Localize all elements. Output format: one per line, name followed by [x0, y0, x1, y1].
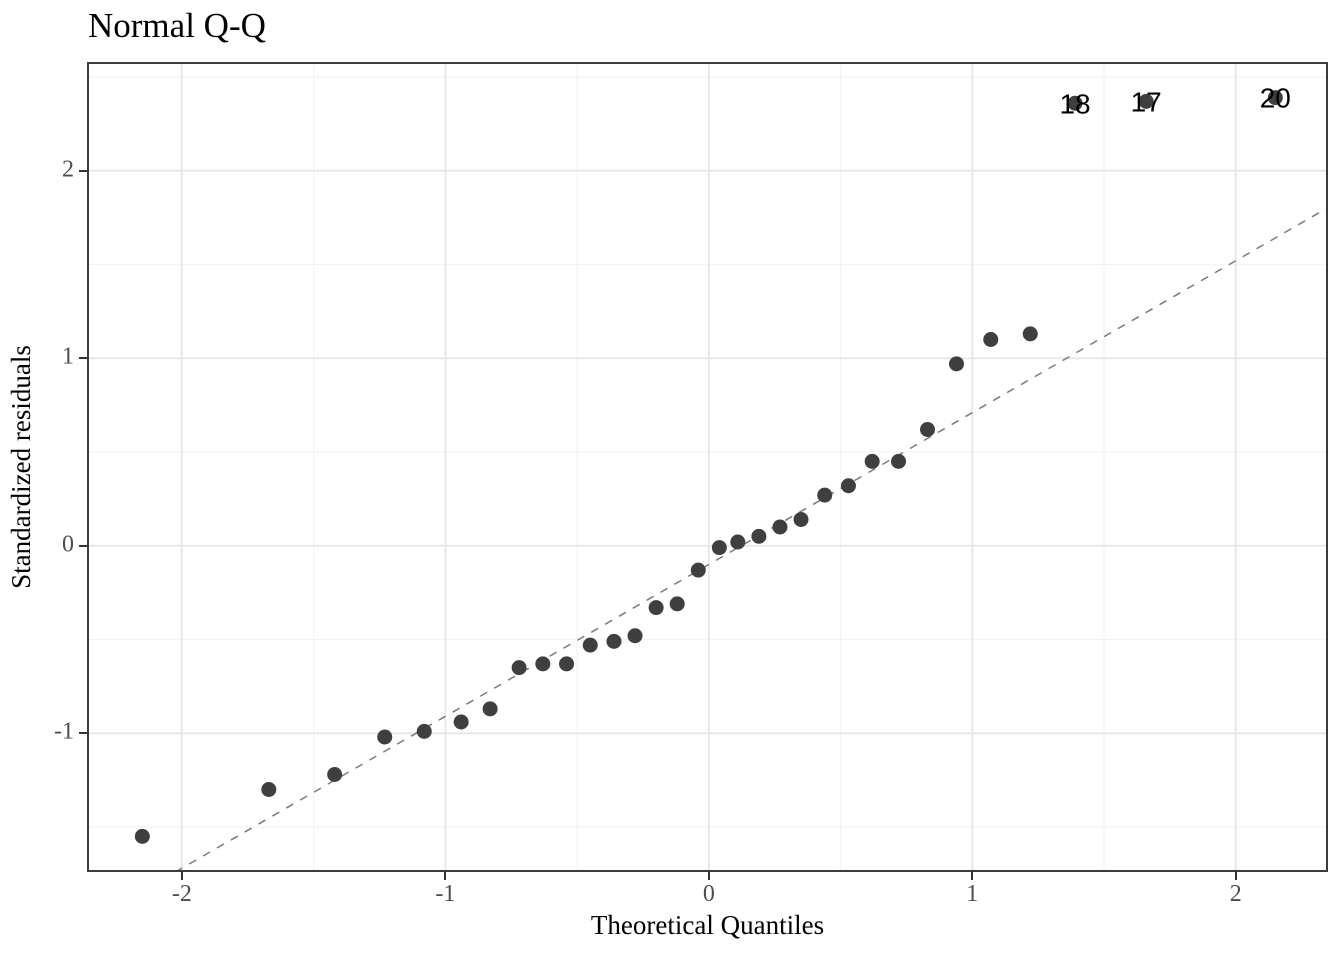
data-point — [817, 487, 833, 503]
data-point — [669, 596, 685, 612]
data-point — [793, 512, 809, 527]
data-point — [606, 633, 622, 649]
x-tick-mark — [707, 872, 710, 880]
data-point — [1022, 326, 1038, 342]
outlier-point — [1138, 93, 1154, 109]
data-point — [772, 519, 788, 535]
data-point — [327, 767, 343, 782]
data-point — [482, 701, 498, 717]
y-tick-mark — [79, 357, 87, 360]
chart-title: Normal Q-Q — [88, 6, 266, 45]
x-tick-label: -1 — [435, 881, 456, 907]
x-axis-label: Theoretical Quantiles — [590, 910, 825, 940]
y-axis-label: Standardized residuals — [6, 345, 36, 589]
data-point — [948, 356, 964, 372]
x-tick-label: 0 — [702, 881, 715, 907]
data-point — [582, 637, 598, 653]
x-tick-mark — [1234, 872, 1237, 880]
data-point — [891, 453, 907, 469]
data-point — [751, 528, 767, 544]
data-point — [730, 534, 746, 550]
data-point — [864, 453, 880, 469]
outlier-label: 17 — [1131, 86, 1162, 117]
data-point — [416, 723, 432, 739]
data-point — [840, 478, 856, 494]
outlier-label: 20 — [1260, 83, 1291, 114]
data-point — [134, 828, 150, 844]
data-point — [920, 422, 936, 437]
data-point — [559, 656, 575, 672]
plot-canvas: 18 17 20 — [87, 62, 1328, 872]
data-point — [711, 540, 727, 556]
x-tick-label: 1 — [966, 881, 979, 907]
plot-panel: 18 17 20 — [87, 62, 1328, 872]
data-point — [690, 562, 706, 578]
y-tick-label: -1 — [54, 718, 74, 745]
data-point — [535, 656, 551, 672]
y-tick-label: 2 — [62, 156, 74, 183]
x-tick-label: -2 — [171, 881, 192, 907]
data-point — [627, 628, 643, 644]
data-point — [377, 729, 393, 745]
data-point — [983, 332, 999, 347]
data-point — [511, 660, 527, 676]
qq-reference-line — [174, 206, 1328, 872]
data-point — [453, 714, 469, 730]
y-tick-mark — [79, 169, 87, 172]
y-tick-mark — [79, 544, 87, 547]
x-tick-label: 2 — [1229, 881, 1242, 907]
data-point — [648, 600, 664, 616]
data-point — [261, 782, 277, 797]
outlier-label: 18 — [1059, 88, 1090, 119]
outlier-point — [1067, 95, 1083, 111]
x-tick-mark — [180, 872, 183, 880]
outlier-point — [1267, 90, 1283, 106]
panel-border — [87, 62, 1328, 872]
y-tick-label: 0 — [62, 531, 74, 558]
x-tick-mark — [971, 872, 974, 880]
y-tick-label: 1 — [62, 343, 74, 370]
y-tick-mark — [79, 732, 87, 735]
x-tick-mark — [444, 872, 447, 880]
